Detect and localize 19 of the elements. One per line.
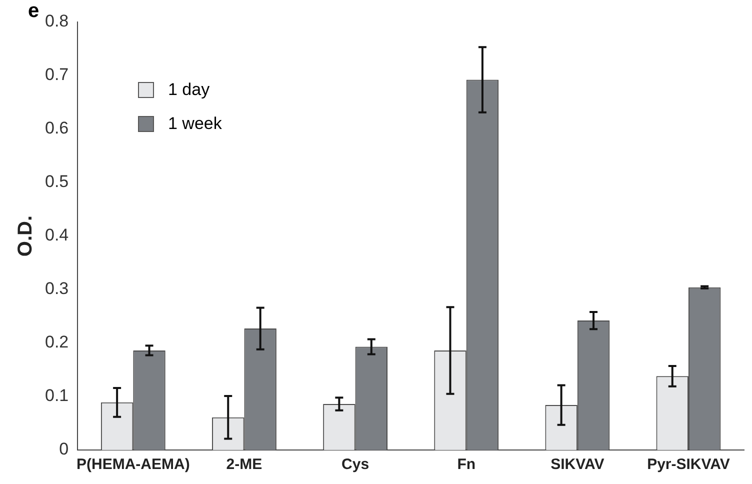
text: e	[28, 0, 40, 23]
x-tick-label: Fn	[457, 456, 476, 474]
y-tick-label: 0.5	[44, 172, 69, 192]
y-tick-label: 0.7	[44, 65, 69, 84]
x-tick-label: P(HEMA-AEMA)	[76, 456, 190, 474]
legend-label: 1 day	[168, 80, 210, 100]
y-axis-title: O.D.	[14, 215, 37, 257]
y-tick-label: 0.1	[44, 386, 69, 406]
legend-label: 1 week	[168, 114, 222, 134]
y-tick-label: 0.6	[44, 118, 69, 138]
x-tick-label: Cys	[342, 456, 370, 474]
x-tick-label: SIKVAV	[550, 456, 604, 474]
y-tick-label: 0.4	[44, 226, 69, 245]
y-tick-label: 0.8	[44, 12, 69, 31]
y-tick-label: 0.2	[44, 332, 69, 352]
x-tick-label: Pyr-SIKVAV	[647, 456, 730, 474]
y-tick-label: 0.3	[44, 279, 69, 298]
x-tick-label: 2-ME	[226, 456, 262, 474]
y-tick-label: 0	[59, 440, 69, 459]
